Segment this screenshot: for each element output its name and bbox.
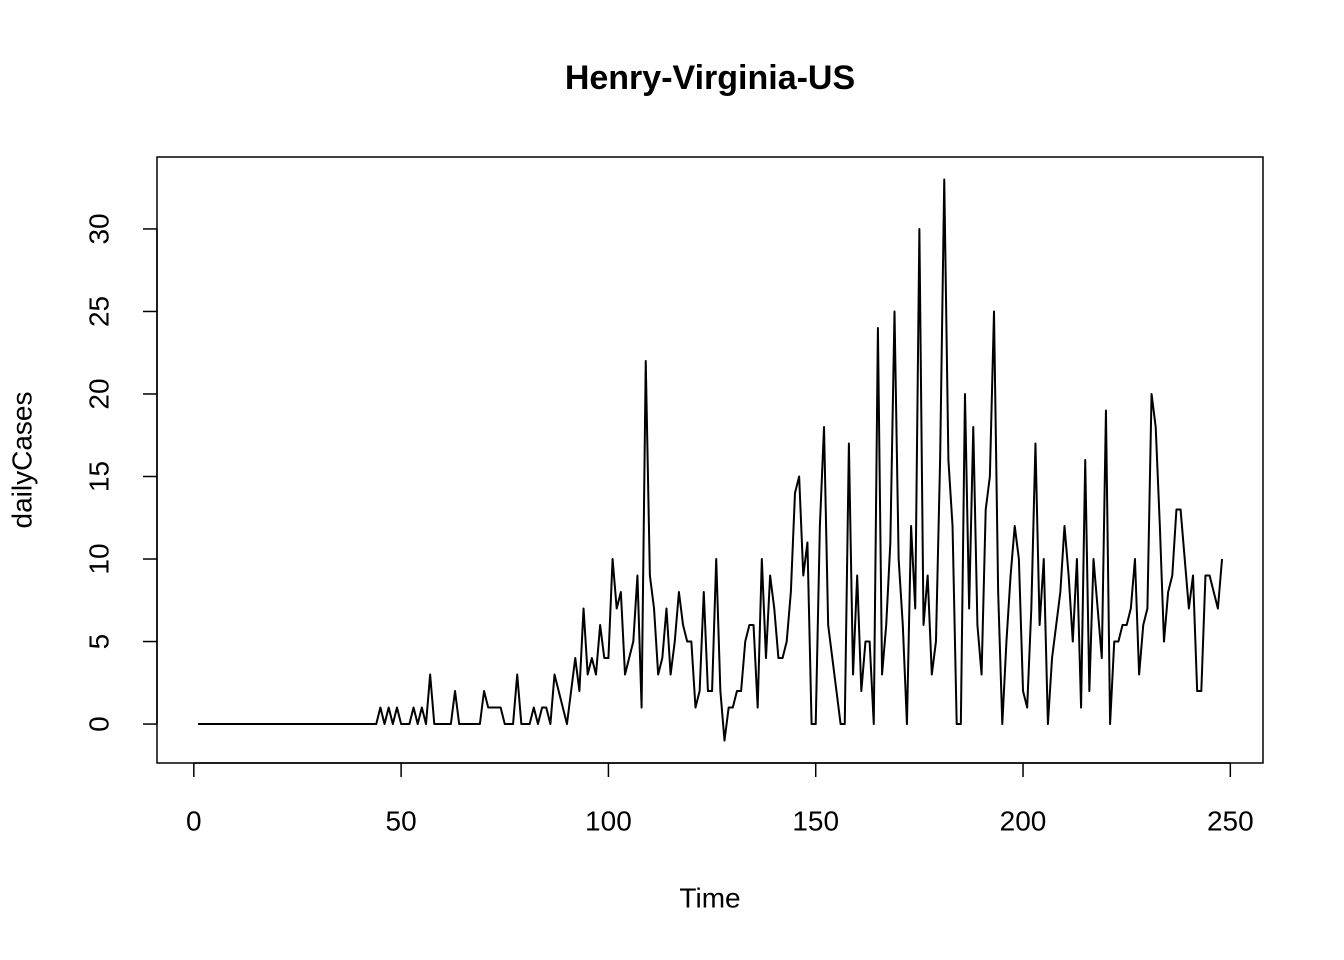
x-tick-label: 250 (1207, 805, 1254, 836)
y-tick-label: 0 (83, 716, 114, 732)
y-tick-label: 15 (83, 461, 114, 492)
plot-frame (156, 156, 1264, 764)
x-tick-label: 100 (585, 805, 632, 836)
y-tick-label: 10 (83, 543, 114, 574)
x-tick-label: 0 (186, 805, 202, 836)
x-tick-label: 200 (1000, 805, 1047, 836)
data-line (197, 178, 1224, 742)
y-tick-label: 20 (83, 378, 114, 409)
y-axis-label: dailyCases (6, 392, 37, 529)
x-tick-label: 50 (386, 805, 417, 836)
x-tick-label: 150 (792, 805, 839, 836)
x-axis-label: Time (679, 882, 740, 913)
chart-title: Henry-Virginia-US (565, 59, 855, 97)
y-tick-label: 25 (83, 296, 114, 327)
y-tick-label: 30 (83, 213, 114, 244)
y-tick-label: 5 (83, 634, 114, 650)
